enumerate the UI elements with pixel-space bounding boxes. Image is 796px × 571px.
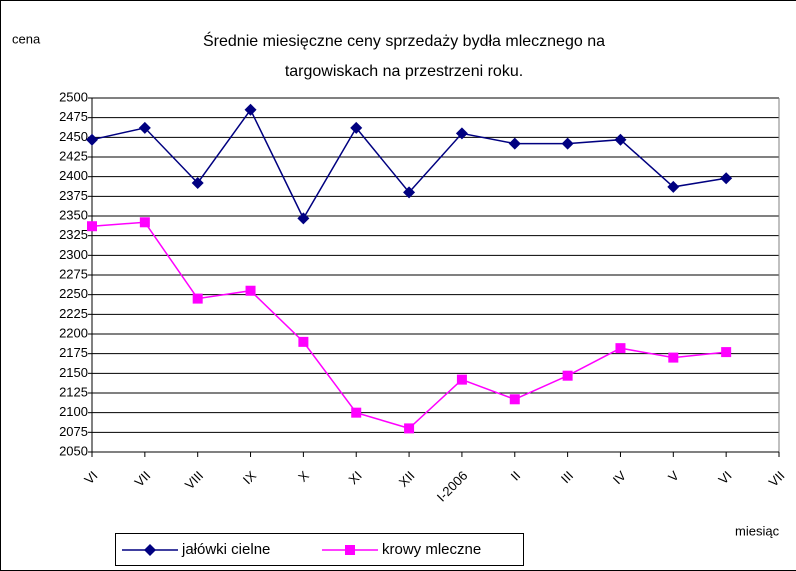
y-tick-label: 2350 <box>59 207 88 222</box>
x-axis-label: miesiąc <box>735 523 780 538</box>
y-tick-label: 2475 <box>59 109 88 124</box>
y-tick-label: 2050 <box>59 443 88 458</box>
legend-marker <box>144 544 156 556</box>
data-point <box>297 212 310 225</box>
data-point <box>298 336 309 347</box>
data-point <box>720 172 733 185</box>
data-point <box>192 293 203 304</box>
y-tick-label: 2125 <box>59 384 88 399</box>
y-tick-label: 2175 <box>59 345 88 360</box>
data-point <box>561 137 574 150</box>
y-tick-label: 2300 <box>59 247 88 262</box>
data-point <box>456 374 467 385</box>
data-point <box>245 285 256 296</box>
data-point <box>721 347 732 358</box>
y-tick-label: 2425 <box>59 148 88 163</box>
chart-title: targowiskach na przestrzeni roku. <box>285 63 523 80</box>
chart-title: Średnie miesięczne ceny sprzedaży bydła … <box>203 31 605 50</box>
data-point <box>86 133 98 146</box>
legend-marker <box>345 545 355 555</box>
y-tick-label: 2225 <box>59 306 88 321</box>
data-point <box>191 176 204 189</box>
data-point <box>244 103 257 116</box>
y-tick-label: 2400 <box>59 168 88 183</box>
y-tick-label: 2100 <box>59 404 88 419</box>
data-point <box>87 221 97 232</box>
data-point <box>404 423 415 434</box>
data-point <box>138 121 151 134</box>
y-tick-label: 2375 <box>59 188 88 203</box>
legend-label: krowy mleczne <box>382 541 481 558</box>
data-point <box>668 352 679 363</box>
data-point <box>667 180 680 193</box>
y-tick-label: 2275 <box>59 266 88 281</box>
y-tick-label: 2250 <box>59 286 88 301</box>
data-point <box>350 121 363 134</box>
data-point <box>403 186 416 199</box>
y-tick-label: 2325 <box>59 227 88 242</box>
data-point <box>139 217 150 228</box>
y-axis-label: cena <box>12 31 41 46</box>
data-point <box>455 127 468 140</box>
data-point <box>351 407 362 418</box>
data-point <box>615 343 626 354</box>
y-tick-label: 2200 <box>59 325 88 340</box>
y-tick-label: 2075 <box>59 424 88 439</box>
data-point <box>562 370 573 381</box>
y-tick-label: 2450 <box>59 129 88 144</box>
legend-label: jałówki cielne <box>181 541 270 558</box>
data-point <box>509 394 520 405</box>
y-tick-label: 2150 <box>59 365 88 380</box>
y-tick-label: 2500 <box>59 89 88 104</box>
data-point <box>614 133 627 146</box>
legend-box <box>115 533 524 566</box>
data-point <box>508 137 521 150</box>
